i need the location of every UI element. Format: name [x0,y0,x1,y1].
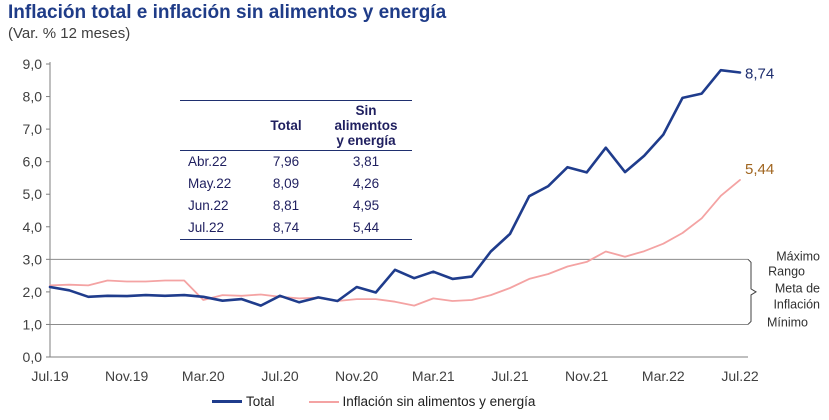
table-cell-month: Jul.22 [180,217,252,240]
table-cell-month: Abr.22 [188,154,228,169]
table-cell-month: May.22 [188,176,232,191]
chart-legend: Total Inflación sin alimentos y energía [212,394,569,409]
table-row: Abr.22 7,96 3,81 [180,151,412,174]
range-bracket [747,258,757,325]
band-label: Meta de [775,281,820,295]
x-tick-label: Jul.22 [721,368,759,384]
y-tick-label: 3,0 [23,251,43,267]
x-tick-label: Nov.20 [335,368,379,384]
y-tick-label: 6,0 [23,154,43,170]
band-label: Mínimo [767,315,808,329]
band-label: Máximo [776,249,820,263]
table-cell-month: Jun.22 [188,198,229,213]
table-cell-total: 7,96 [272,154,300,169]
legend-swatch-core [308,400,339,403]
table-cell-total: 8,81 [272,198,300,213]
x-tick-label: Jul.20 [261,368,299,384]
table-header-total: Total [252,100,320,151]
x-tick-label: Mar.20 [182,368,225,384]
x-tick-label: Nov.19 [105,368,149,384]
chart-subtitle: (Var. % 12 meses) [8,25,131,42]
table-row: Jul.22 8,74 5,44 [180,217,412,240]
legend-item-total: Total [212,394,275,409]
table-header-row: Total Sin alimentos y energía [180,100,412,151]
x-tick-label: Mar.21 [412,368,455,384]
series-line-core [49,178,741,307]
series-line-total [48,68,742,307]
table-cell-total: 8,09 [272,176,300,191]
end-label-core: 5,44 [745,161,774,178]
table-cell-total: 8,74 [252,217,320,240]
x-tick-label: Mar.22 [642,368,685,384]
band-label: Inflación [773,297,820,311]
table-cell-core: 4,95 [352,198,380,213]
summary-table: Total Sin alimentos y energía Abr.22 7,9… [180,100,412,240]
x-tick-label: Jul.21 [491,368,529,384]
chart-title: Inflación total e inflación sin alimento… [8,2,447,23]
legend-label-total: Total [246,394,275,409]
table-cell-core: 5,44 [320,217,412,240]
table-row: Jun.22 8,81 4,95 [180,195,412,217]
table-header-month [180,100,252,151]
y-tick-label: 4,0 [23,219,43,235]
x-tick-label: Jul.19 [31,368,69,384]
y-tick-label: 8,0 [23,89,43,105]
legend-item-core: Inflación sin alimentos y energía [308,394,536,409]
legend-swatch-total [212,400,242,403]
table-cell-core: 4,26 [352,176,380,191]
y-tick-label: 1,0 [23,316,43,332]
y-tick-label: 5,0 [23,186,43,202]
table-header-core: Sin alimentos y energía [320,100,412,151]
y-tick-label: 9,0 [23,56,43,72]
y-tick-label: 7,0 [23,121,43,137]
table-cell-core: 3,81 [352,154,380,169]
y-tick-label: 2,0 [23,284,43,300]
band-label: Rango [768,264,805,278]
y-tick-label: 0,0 [23,349,43,365]
table-row: May.22 8,09 4,26 [180,173,412,195]
x-tick-label: Nov.21 [565,368,609,384]
legend-label-core: Inflación sin alimentos y energía [342,394,536,409]
end-label-total: 8,74 [745,65,774,82]
